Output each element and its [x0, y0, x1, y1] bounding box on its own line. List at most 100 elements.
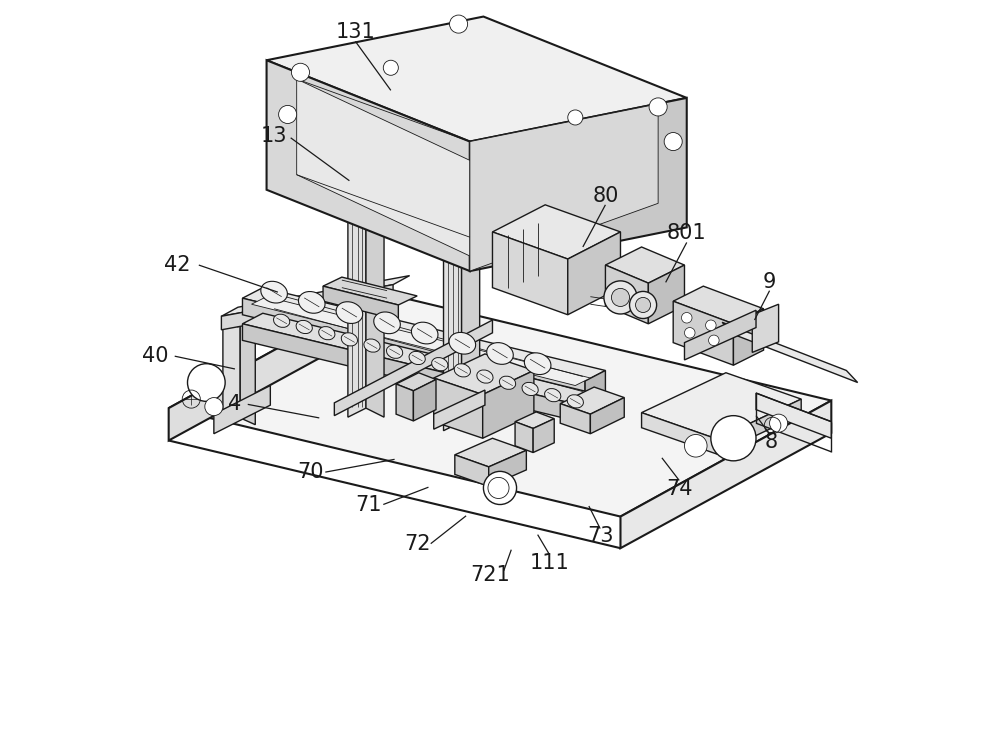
Ellipse shape [336, 302, 363, 324]
Circle shape [568, 110, 583, 125]
Polygon shape [221, 285, 393, 330]
Text: 9: 9 [763, 273, 776, 292]
Ellipse shape [298, 291, 325, 313]
Ellipse shape [386, 345, 403, 358]
Circle shape [770, 414, 788, 432]
Circle shape [664, 133, 682, 151]
Polygon shape [483, 370, 534, 438]
Ellipse shape [567, 395, 583, 408]
Polygon shape [223, 311, 255, 327]
Text: 42: 42 [164, 255, 191, 275]
Circle shape [604, 281, 637, 314]
Ellipse shape [432, 358, 448, 370]
Polygon shape [648, 265, 684, 324]
Polygon shape [605, 247, 684, 283]
Polygon shape [223, 311, 240, 427]
Circle shape [279, 105, 297, 123]
Circle shape [291, 63, 309, 81]
Polygon shape [568, 232, 620, 315]
Polygon shape [214, 386, 270, 434]
Circle shape [383, 60, 398, 75]
Circle shape [684, 328, 695, 338]
Polygon shape [455, 438, 526, 467]
Polygon shape [267, 60, 470, 271]
Polygon shape [242, 298, 585, 398]
Polygon shape [348, 181, 366, 417]
Polygon shape [733, 309, 764, 365]
Polygon shape [434, 378, 483, 438]
Polygon shape [297, 79, 470, 256]
Ellipse shape [524, 353, 551, 374]
Polygon shape [673, 301, 733, 365]
Polygon shape [470, 98, 687, 271]
Polygon shape [515, 422, 533, 453]
Circle shape [630, 291, 657, 319]
Polygon shape [717, 399, 801, 454]
Circle shape [649, 98, 667, 116]
Ellipse shape [411, 322, 438, 344]
Circle shape [205, 398, 223, 416]
Polygon shape [169, 292, 831, 517]
Text: 72: 72 [404, 534, 430, 553]
Polygon shape [462, 202, 480, 431]
Circle shape [188, 364, 225, 401]
Polygon shape [323, 277, 417, 305]
Ellipse shape [374, 312, 400, 334]
Polygon shape [221, 276, 410, 316]
Circle shape [450, 15, 468, 33]
Polygon shape [492, 232, 568, 315]
Polygon shape [242, 324, 585, 423]
Polygon shape [752, 304, 779, 352]
Polygon shape [334, 182, 492, 207]
Text: 40: 40 [142, 346, 168, 366]
Ellipse shape [296, 320, 312, 334]
Ellipse shape [499, 376, 516, 389]
Polygon shape [434, 354, 534, 395]
Ellipse shape [341, 333, 358, 346]
Text: 721: 721 [470, 565, 510, 584]
Text: 73: 73 [587, 526, 613, 546]
Polygon shape [684, 310, 756, 360]
Circle shape [636, 297, 651, 312]
Ellipse shape [449, 332, 476, 354]
Polygon shape [722, 322, 858, 383]
Circle shape [483, 471, 517, 505]
Polygon shape [444, 202, 462, 431]
Circle shape [706, 320, 716, 331]
Polygon shape [242, 288, 605, 381]
Text: 4: 4 [228, 395, 242, 414]
Polygon shape [533, 419, 554, 453]
Polygon shape [366, 181, 384, 417]
Ellipse shape [274, 314, 290, 328]
Ellipse shape [261, 282, 287, 303]
Polygon shape [620, 401, 831, 548]
Polygon shape [396, 373, 436, 391]
Circle shape [709, 335, 719, 346]
Polygon shape [413, 380, 436, 421]
Text: 70: 70 [297, 462, 323, 482]
Text: 71: 71 [355, 495, 381, 514]
Text: 74: 74 [666, 480, 692, 499]
Polygon shape [560, 404, 590, 434]
Polygon shape [334, 320, 492, 416]
Polygon shape [642, 413, 717, 454]
Circle shape [611, 288, 630, 306]
Ellipse shape [545, 389, 561, 402]
Polygon shape [585, 370, 605, 407]
Circle shape [681, 312, 692, 323]
Polygon shape [252, 297, 590, 386]
Text: 801: 801 [667, 224, 707, 243]
Circle shape [684, 434, 707, 457]
Polygon shape [434, 390, 485, 429]
Ellipse shape [522, 383, 538, 395]
Ellipse shape [454, 364, 470, 377]
Polygon shape [240, 311, 255, 425]
Polygon shape [470, 104, 658, 271]
Ellipse shape [409, 352, 425, 364]
Polygon shape [756, 393, 831, 438]
Polygon shape [267, 17, 687, 142]
Polygon shape [323, 286, 398, 320]
Ellipse shape [477, 370, 493, 383]
Text: 111: 111 [530, 553, 570, 573]
Ellipse shape [319, 327, 335, 340]
